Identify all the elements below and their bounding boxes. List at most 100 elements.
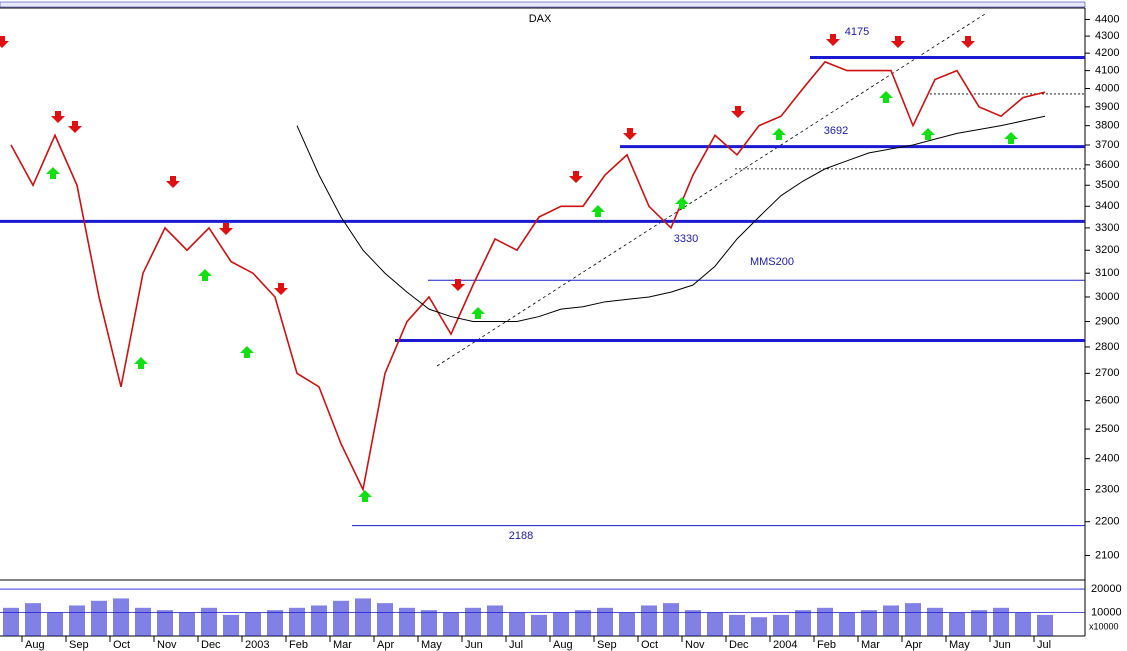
x-tick-label: 2004 [773,639,797,651]
volume-bar [377,603,393,636]
volume-bar [949,612,965,636]
volume-bar [179,612,195,636]
volume-tick-label: 20000 [1091,583,1122,595]
y-tick-label: 4000 [1095,82,1119,94]
x-tick-label: Aug [25,639,45,651]
volume-bar [707,612,723,636]
volume-bar [135,607,151,636]
volume-bar [465,607,481,636]
y-tick-label: 3200 [1095,244,1119,256]
annotation: 3330 [674,233,698,245]
volume-bar [817,607,833,636]
x-tick-label: Feb [817,639,836,651]
x-tick-label: May [421,639,442,651]
trend-line [436,13,986,367]
volume-bar [311,605,327,636]
y-tick-label: 3400 [1095,200,1119,212]
x-tick-label: Nov [157,639,177,651]
volume-bar [839,612,855,636]
x-tick-label: Apr [905,639,922,651]
volume-bar [685,610,701,636]
x-tick-label: Oct [641,639,658,651]
buy-arrow [1004,132,1018,144]
volume-bar [201,607,217,636]
volume-bar [421,610,437,636]
sell-arrow [68,121,82,133]
volume-bar [245,612,261,636]
y-tick-label: 3000 [1095,291,1119,303]
y-tick-label: 2700 [1095,367,1119,379]
annotation: 2188 [509,530,533,542]
sell-arrow [569,171,583,183]
y-tick-label: 3700 [1095,139,1119,151]
x-tick-label: Mar [861,639,880,651]
y-tick-label: 3900 [1095,101,1119,113]
volume-bar [751,617,767,636]
x-tick-label: Jul [509,639,523,651]
buy-arrow [198,269,212,281]
chart-title: DAX [529,13,552,25]
x-tick-label: Aug [553,639,573,651]
y-tick-label: 2300 [1095,483,1119,495]
volume-bar [905,603,921,636]
y-tick-label: 3100 [1095,267,1119,279]
sell-arrow [826,34,840,46]
sell-arrow [0,36,9,48]
annotation: MMS200 [750,256,794,268]
x-tick-label: 2003 [245,639,269,651]
y-tick-label: 3800 [1095,120,1119,132]
volume-bar [729,614,745,636]
sell-arrow [166,176,180,188]
y-tick-label: 2800 [1095,341,1119,353]
volume-bar [223,614,239,636]
y-tick-label: 2500 [1095,423,1119,435]
volume-bar [91,600,107,636]
x-tick-label: Oct [113,639,130,651]
buy-arrow [471,307,485,319]
sell-arrow [51,111,65,123]
sell-arrow [731,106,745,118]
volume-bar [509,612,525,636]
volume-bar [355,598,371,636]
volume-bar [927,607,943,636]
y-tick-label: 4200 [1095,47,1119,59]
volume-bar [553,612,569,636]
volume-bar [795,610,811,636]
buy-arrow [46,167,60,179]
sell-arrow [451,279,465,291]
x-tick-label: Feb [289,639,308,651]
volume-bar [399,607,415,636]
y-tick-label: 3600 [1095,159,1119,171]
volume-bar [113,598,129,636]
buy-arrow [772,128,786,140]
volume-bar [993,607,1009,636]
sell-arrow [274,283,288,295]
y-tick-label: 2100 [1095,549,1119,561]
volume-bar [641,605,657,636]
buy-arrow [134,357,148,369]
ma-line [296,115,1046,323]
volume-bar [663,603,679,636]
volume-bar [333,600,349,636]
x-tick-label: Sep [69,639,89,651]
y-tick-label: 4100 [1095,65,1119,77]
x-tick-label: Nov [685,639,705,651]
volume-bar [575,610,591,636]
volume-bar [597,607,613,636]
buy-arrow [921,128,935,140]
y-tick-label: 2400 [1095,453,1119,465]
y-tick-label: 4400 [1095,13,1119,25]
buy-arrow [879,91,893,103]
y-tick-label: 3500 [1095,179,1119,191]
y-tick-label: 2600 [1095,395,1119,407]
buy-arrow [240,346,254,358]
annotation: 3692 [824,125,848,137]
price-line [10,60,1046,493]
x-tick-label: May [949,639,970,651]
y-tick-label: 2900 [1095,315,1119,327]
annotation: 4175 [845,26,869,38]
x-tick-label: Jun [465,639,483,651]
y-tick-label: 4300 [1095,30,1119,42]
volume-bar [157,610,173,636]
